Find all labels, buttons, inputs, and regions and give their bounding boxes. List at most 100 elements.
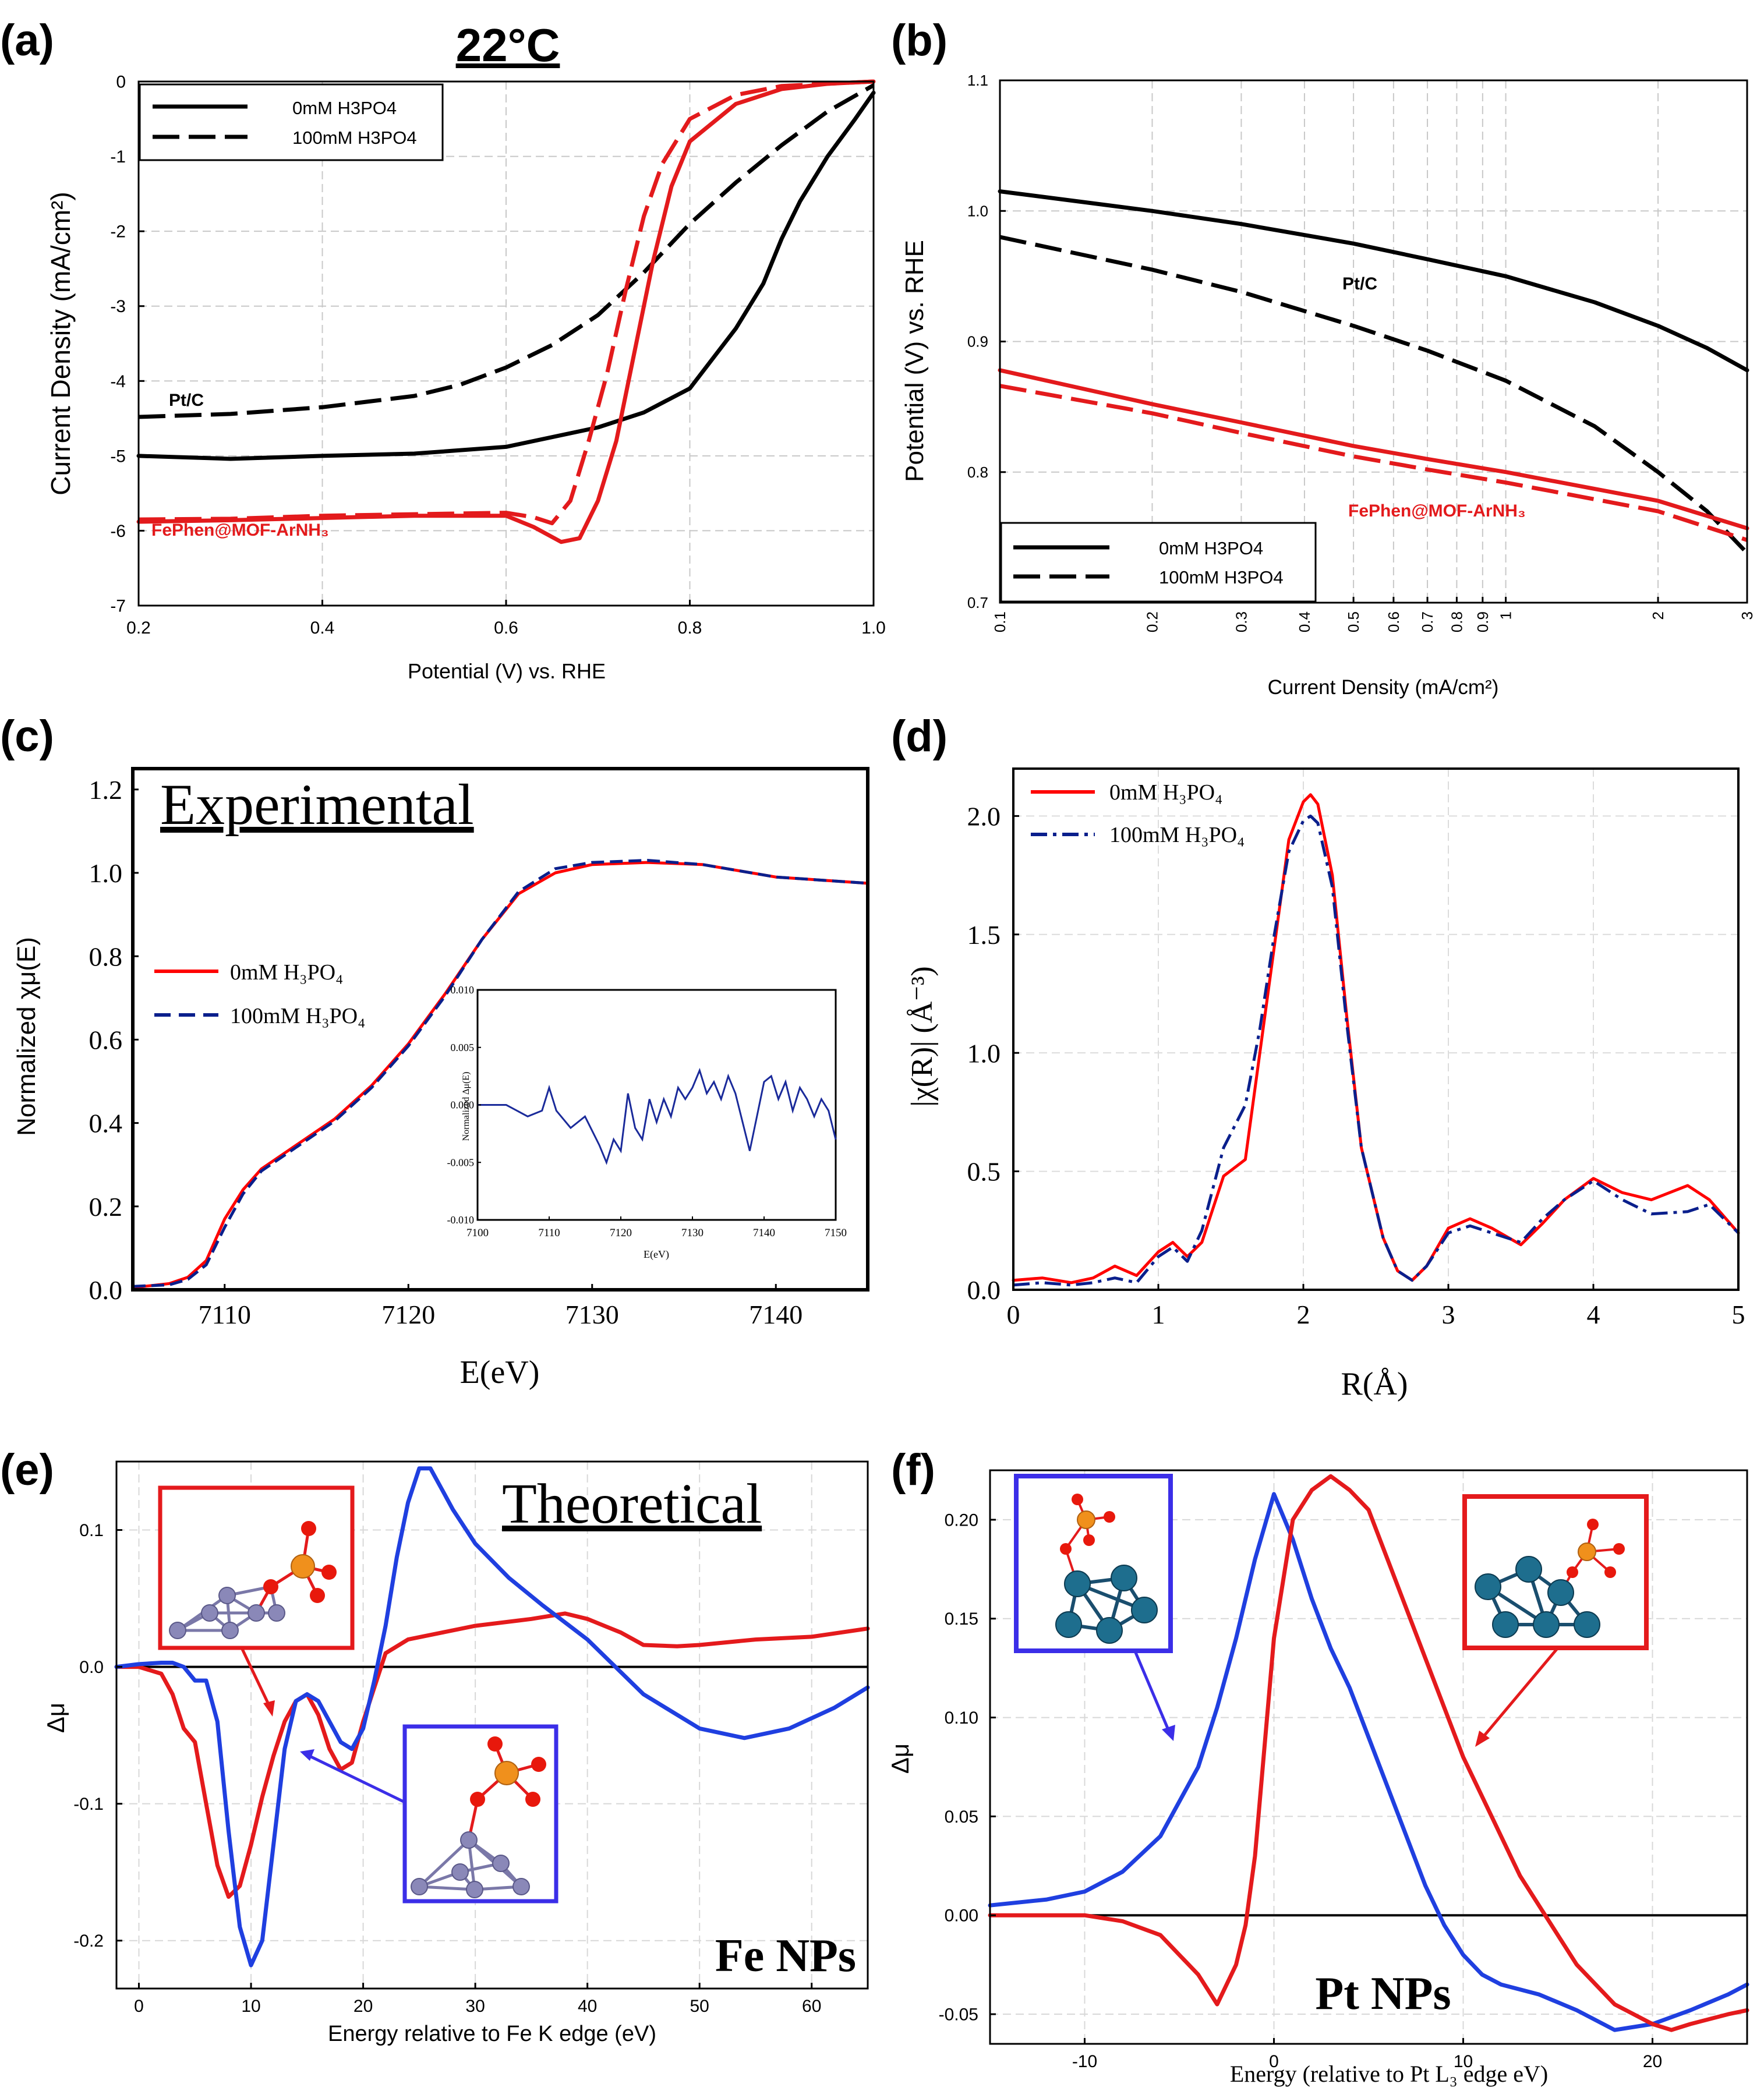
oxygen-atom-icon bbox=[487, 1736, 503, 1752]
panel-f-blue-inset-frame bbox=[1014, 1474, 1173, 1653]
x-tick-label: 4 bbox=[1587, 1300, 1600, 1329]
panel-b-annotation-fephen: FePhen@MOF-ArNH₃ bbox=[1348, 501, 1526, 521]
panel-a-xticks: 0.2 0.4 0.6 0.8 1.0 bbox=[126, 600, 886, 638]
panel-e-plot-frame bbox=[115, 1460, 869, 1990]
oxygen-atom-icon bbox=[1104, 1511, 1115, 1523]
phosphorus-atom-icon bbox=[494, 1761, 519, 1785]
panel-e: (e) 0 10 20 30 40 50 60 -0.2 -0.1 0.0 0.1 Theoret… bbox=[0, 1445, 870, 2046]
inset-x-tick-label: 7140 bbox=[753, 1227, 775, 1239]
fe-atom-icon bbox=[460, 1831, 478, 1849]
panel-f-xlabel: Energy (relative to Pt L₃ edge eV) bbox=[1230, 2061, 1548, 2087]
x-tick-label: 50 bbox=[690, 1997, 709, 2016]
x-tick-label: 60 bbox=[802, 1997, 821, 2016]
oxygen-atom-icon bbox=[263, 1579, 278, 1594]
y-tick-label: 0.0 bbox=[79, 1658, 104, 1677]
x-tick-label: 0.4 bbox=[1296, 611, 1313, 632]
panel-e-blue-arrow bbox=[307, 1754, 406, 1804]
inset-y-tick-label: -0.010 bbox=[447, 1214, 475, 1226]
oxygen-atom-icon bbox=[470, 1792, 485, 1807]
x-tick-label: 0.2 bbox=[1143, 611, 1161, 632]
panel-a-ylabel: Current Density (mA/cm²) bbox=[45, 192, 76, 495]
series-line-1 bbox=[114, 1466, 870, 1968]
panel-d: (d) 0 1 2 3 4 5 0.0 0.5 1.0 1.5 2.0 R(Å) |χ(R)| (… bbox=[891, 712, 1745, 1402]
panel-b-lines bbox=[998, 189, 1749, 555]
x-tick-label: 7140 bbox=[749, 1300, 803, 1329]
panel-a-lines bbox=[136, 79, 876, 544]
panel-e-red-arrowhead-icon bbox=[263, 1700, 275, 1717]
inset-y-tick-label: 0.005 bbox=[451, 1042, 475, 1053]
pt-atom-icon bbox=[1111, 1565, 1137, 1591]
inset-y-tick-label: -0.005 bbox=[447, 1156, 475, 1168]
panel-d-yticks: 0.0 0.5 1.0 1.5 2.0 bbox=[967, 801, 1019, 1305]
x-tick-label: 0.6 bbox=[1385, 611, 1402, 632]
y-tick-label: -1 bbox=[110, 147, 126, 167]
oxygen-atom-icon bbox=[310, 1588, 325, 1603]
inset-y-tick-label: 0.010 bbox=[451, 984, 475, 996]
y-tick-label: 0.10 bbox=[945, 1708, 978, 1728]
panel-a-title: 22°C bbox=[456, 19, 560, 71]
x-tick-label: 0 bbox=[1007, 1300, 1020, 1329]
oxygen-atom-icon bbox=[1587, 1519, 1599, 1530]
panel-f-plot-frame bbox=[989, 1469, 1748, 2045]
pt-atom-icon bbox=[1533, 1611, 1560, 1638]
panel-c-xticks: 7110 7120 7130 7140 bbox=[199, 1284, 803, 1329]
panel-e-xticks: 0 10 20 30 40 50 60 bbox=[134, 1983, 821, 2016]
oxygen-atom-icon bbox=[525, 1792, 540, 1807]
y-tick-label: 0.2 bbox=[89, 1192, 123, 1222]
y-tick-label: 1.0 bbox=[967, 202, 988, 220]
y-tick-label: 1.5 bbox=[967, 920, 1001, 950]
oxygen-atom-icon bbox=[1060, 1543, 1072, 1555]
panel-b-label: (b) bbox=[891, 16, 948, 65]
panel-b-yticks: 0.7 0.8 0.9 1.0 1.1 bbox=[967, 72, 1006, 611]
panel-e-yticks: -0.2 -0.1 0.0 0.1 bbox=[73, 1521, 122, 1951]
panel-d-label: (d) bbox=[891, 712, 948, 761]
pt-atom-icon bbox=[1515, 1556, 1542, 1583]
panel-c-inset-yticks: -0.010 -0.005 0.000 0.005 0.010 bbox=[447, 984, 481, 1226]
x-tick-label: 0.3 bbox=[1232, 611, 1250, 632]
panel-a-yticks: 0 -1 -2 -3 -4 -5 -6 -7 bbox=[110, 73, 144, 616]
panel-b-xticks: 0.1 0.2 0.3 0.4 0.5 0.6 0.7 0.8 0.9 1 2 3 bbox=[991, 597, 1756, 632]
x-tick-label: 20 bbox=[1643, 2052, 1662, 2071]
phosphorus-atom-icon bbox=[1578, 1542, 1596, 1561]
fe-atom-icon bbox=[466, 1881, 483, 1898]
panel-b-legend-label-0: 0mM H3PO4 bbox=[1159, 538, 1263, 558]
y-tick-label: 0.0 bbox=[89, 1275, 123, 1305]
panel-d-xlabel: R(Å) bbox=[1341, 1366, 1408, 1402]
panel-c-title: Experimental bbox=[160, 772, 474, 837]
y-tick-label: -0.1 bbox=[73, 1795, 104, 1814]
x-tick-label: 2 bbox=[1297, 1300, 1310, 1329]
y-tick-label: -5 bbox=[110, 447, 126, 466]
panel-b: (b) 0.1 0.2 0.3 0.4 0.5 0.6 0.7 0.8 0.9 1 2 3 0.70.… bbox=[891, 16, 1756, 699]
y-tick-label: 0.9 bbox=[967, 333, 988, 351]
oxygen-atom-icon bbox=[531, 1757, 546, 1772]
panel-d-plot-frame bbox=[1012, 767, 1740, 1291]
inset-x-tick-label: 7150 bbox=[825, 1227, 847, 1239]
phosphorus-atom-icon bbox=[291, 1554, 315, 1579]
panel-f-annotation-ptnps: Pt NPs bbox=[1315, 1968, 1451, 2019]
panel-f-red-inset bbox=[1462, 1494, 1649, 1650]
y-tick-label: 0.05 bbox=[945, 1807, 978, 1827]
panel-e-label: (e) bbox=[0, 1445, 54, 1495]
x-tick-label: 7130 bbox=[565, 1300, 619, 1329]
x-tick-label: 0.8 bbox=[1448, 611, 1465, 632]
pt-atom-icon bbox=[1547, 1579, 1574, 1606]
series-line-1 bbox=[138, 83, 875, 419]
x-tick-label: 0.5 bbox=[1345, 611, 1362, 632]
panel-c-xlabel: E(eV) bbox=[460, 1354, 540, 1391]
panel-a-annotation-ptc: Pt/C bbox=[169, 391, 204, 410]
panel-f-red-arrowhead-icon bbox=[1475, 1731, 1490, 1747]
x-tick-label: 10 bbox=[241, 1997, 260, 2016]
panel-a-legend: 0mM H3PO4 100mM H3PO4 bbox=[139, 83, 444, 161]
pt-atom-icon bbox=[1574, 1611, 1600, 1638]
panel-c-inset-lines bbox=[478, 1067, 837, 1165]
panel-f-lines bbox=[988, 1474, 1749, 2032]
y-tick-label: -0.05 bbox=[939, 2005, 978, 2025]
y-tick-label: 0.4 bbox=[89, 1109, 123, 1138]
panel-a-annotation-fephen: FePhen@MOF-ArNH₃ bbox=[151, 521, 329, 540]
series-line-3 bbox=[138, 79, 874, 526]
panel-e-title: Theoretical bbox=[502, 1473, 762, 1536]
panel-c-legend: 0mM H₃PO₄ 100mM H₃PO₄ bbox=[154, 960, 365, 1028]
panel-c-ylabel: Normalized χμ(E) bbox=[12, 937, 41, 1136]
panel-f-xticks: -10 0 10 20 bbox=[1072, 2038, 1662, 2071]
pt-atom-icon bbox=[1131, 1597, 1158, 1623]
